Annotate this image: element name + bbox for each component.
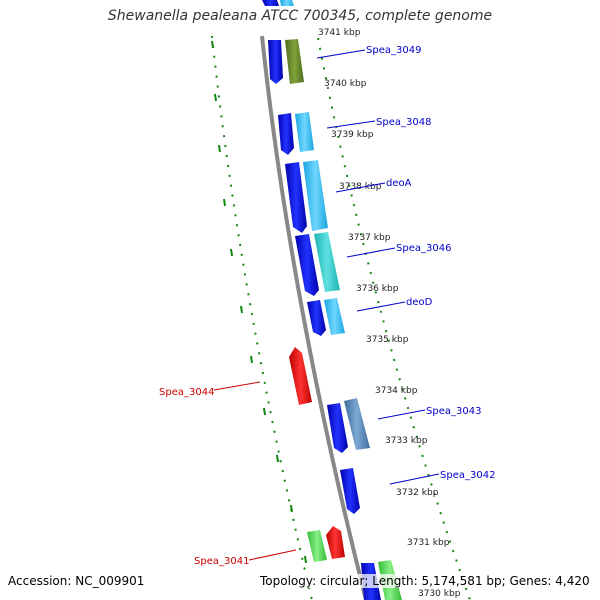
gene-arrow [278,113,294,155]
gene-arrow [295,234,319,296]
kbp-label: 3733 kbp [385,436,428,446]
gene-arrow [280,0,294,6]
gene-arrow [340,468,360,514]
kbp-labels: 3741 kbp 3740 kbp 3739 kbp 3738 kbp 3737… [318,28,461,599]
kbp-label: 3732 kbp [396,488,439,498]
genome-backbone [260,35,368,600]
kbp-label: 3731 kbp [407,538,450,548]
gene-arrow [295,112,314,152]
gene-label: Spea_3042 [440,470,495,481]
gene-arrow [303,160,328,231]
kbp-label: 3741 kbp [318,28,361,38]
major-ticks-left [211,40,307,564]
kbp-label: 3734 kbp [375,386,418,396]
gene-arrow [344,398,370,450]
gene-arrow [307,300,326,336]
gene-arrow [285,39,304,84]
reverse-genes [289,347,345,562]
gene-arrow [327,403,348,453]
gene-arrow [324,298,345,335]
gene-arrow [262,0,279,6]
kbp-label: 3736 kbp [356,284,399,294]
kbp-label: 3740 kbp [324,79,367,89]
forward-colored-genes [280,0,402,600]
gene-label: Spea_3044 [159,387,214,398]
gene-arrow [307,530,327,562]
gene-label: Spea_3048 [376,117,431,128]
forward-gene-labels: Spea_3049 Spea_3048 deoA Spea_3046 deoD … [316,45,495,485]
kbp-label: 3737 kbp [348,233,391,243]
gene-arrow [289,347,312,405]
tick-ring-right [317,37,471,600]
accession-text: Accession: NC_009901 [8,574,145,588]
gene-label: Spea_3046 [396,243,451,254]
forward-blue-genes [262,0,381,600]
gene-label: Spea_3041 [194,556,249,567]
gene-label: deoA [386,178,412,189]
gene-arrow [268,40,283,84]
gene-label: deoD [406,297,433,308]
kbp-label: 3738 kbp [339,182,382,192]
gene-label: Spea_3049 [366,45,421,56]
reverse-gene-labels: Spea_3044 Spea_3041 [159,381,297,567]
map-title: Shewanella pealeana ATCC 700345, complet… [107,8,493,24]
gene-arrow [326,526,345,559]
kbp-label: 3739 kbp [331,130,374,140]
gene-label: Spea_3043 [426,406,481,417]
gene-arrow [314,232,340,292]
kbp-label: 3730 kbp [418,589,461,599]
gene-arrow [285,162,307,233]
kbp-label: 3735 kbp [366,335,409,345]
topology-text: Topology: circular; Length: 5,174,581 bp… [260,574,590,588]
